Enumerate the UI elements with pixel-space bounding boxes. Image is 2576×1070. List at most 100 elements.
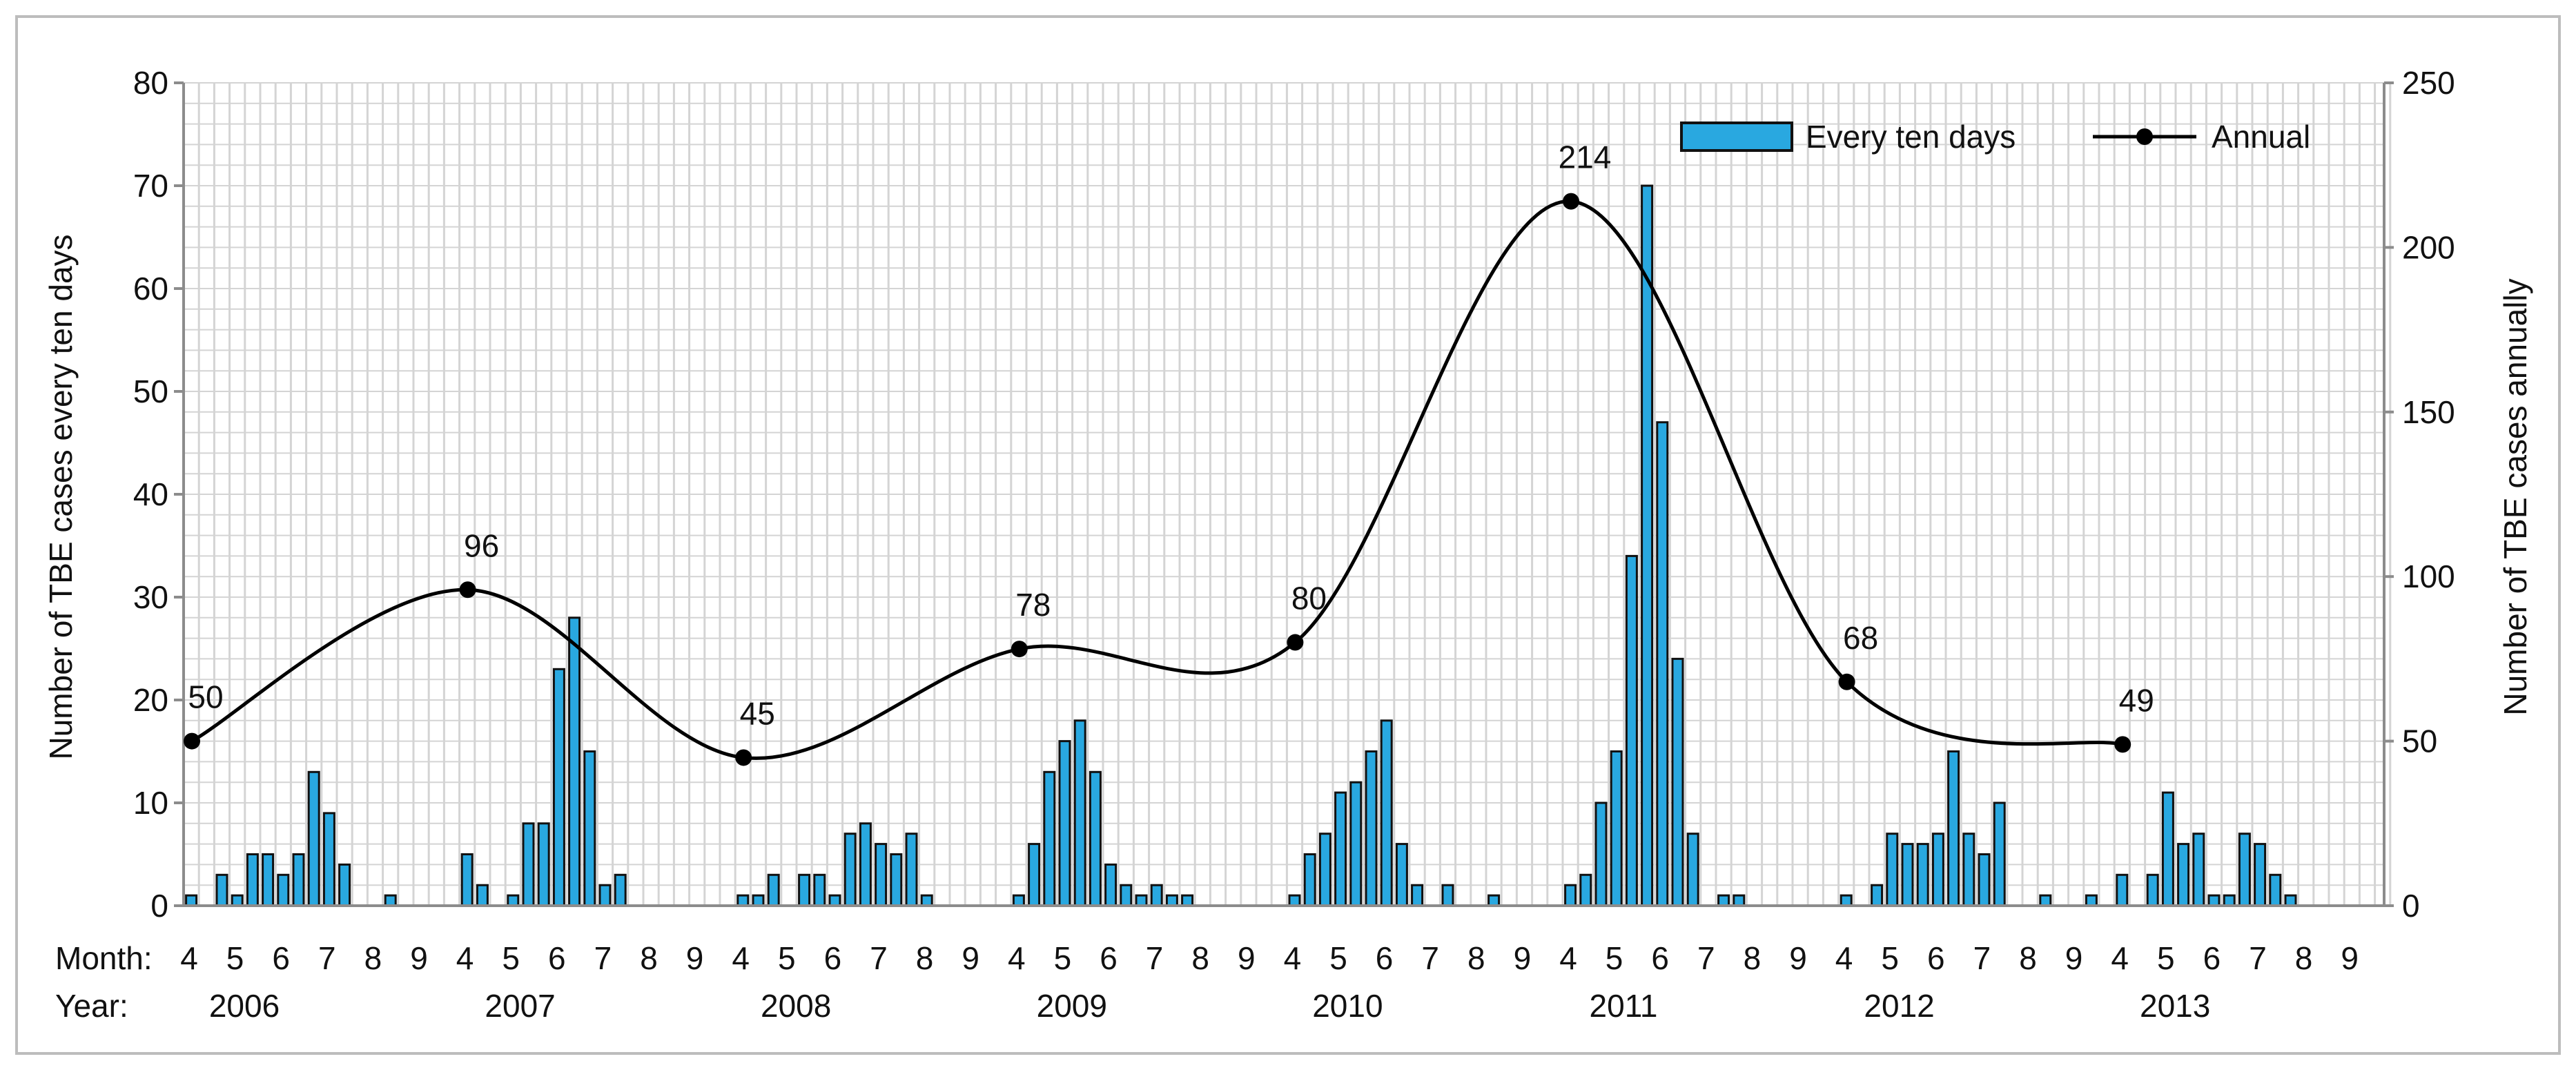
bar xyxy=(1733,894,1746,907)
bar xyxy=(1012,894,1025,907)
bar xyxy=(552,668,565,907)
bar xyxy=(1349,781,1363,907)
legend-bar-swatch xyxy=(1680,121,1793,152)
y-right-tick-label: 200 xyxy=(2402,229,2455,265)
bar xyxy=(752,894,765,907)
year-row-label: Year: xyxy=(55,988,128,1024)
bar xyxy=(1610,750,1623,907)
month-tick-label: 5 xyxy=(1054,940,1072,976)
y-right-axis-title: Number of TBE cases annually xyxy=(2497,278,2533,715)
bar xyxy=(1150,884,1163,907)
bar xyxy=(1411,884,1424,907)
annual-data-label: 96 xyxy=(464,527,499,563)
bar xyxy=(1181,894,1194,907)
bar xyxy=(2238,833,2251,907)
y-left-tick-label: 50 xyxy=(133,373,168,409)
bar xyxy=(1288,894,1301,907)
annual-data-label: 80 xyxy=(1291,581,1327,616)
bar xyxy=(246,853,259,907)
year-tick-label: 2008 xyxy=(761,988,831,1024)
annual-point xyxy=(459,581,476,599)
bar xyxy=(292,853,305,907)
bar xyxy=(828,894,841,907)
bar xyxy=(1947,750,1960,907)
bar xyxy=(1931,833,1944,907)
bar xyxy=(920,894,933,907)
month-tick-label: 9 xyxy=(962,940,979,976)
annual-data-label: 78 xyxy=(1015,587,1051,623)
bar xyxy=(262,853,275,907)
annual-line xyxy=(191,200,2123,760)
bar xyxy=(1579,873,1592,907)
bar xyxy=(1380,719,1393,907)
bar xyxy=(568,616,581,907)
month-tick-label: 6 xyxy=(2203,940,2221,976)
annual-data-label: 49 xyxy=(2119,682,2154,718)
month-tick-label: 8 xyxy=(1191,940,1209,976)
month-tick-label: 6 xyxy=(272,940,290,976)
month-tick-label: 7 xyxy=(2249,940,2267,976)
month-tick-label: 6 xyxy=(548,940,566,976)
bar xyxy=(1318,833,1331,907)
bar xyxy=(583,750,596,907)
year-tick-label: 2006 xyxy=(209,988,280,1024)
legend: Every ten days Annual xyxy=(1680,119,2310,155)
annual-point xyxy=(1838,673,1855,690)
bar xyxy=(1978,853,1991,907)
year-tick-label: 2010 xyxy=(1312,988,1383,1024)
y-left-tick-label: 70 xyxy=(133,168,168,204)
annual-data-label: 68 xyxy=(1843,620,1878,656)
bar xyxy=(507,894,520,907)
bar xyxy=(1043,770,1056,907)
bar xyxy=(522,822,535,907)
month-tick-label: 6 xyxy=(1376,940,1394,976)
month-tick-label: 4 xyxy=(1559,940,1577,976)
month-tick-label: 4 xyxy=(180,940,198,976)
bar xyxy=(2085,894,2098,907)
annual-point xyxy=(1011,641,1028,658)
month-tick-label: 8 xyxy=(916,940,934,976)
y-left-tick-label: 30 xyxy=(133,579,168,615)
month-tick-label: 9 xyxy=(410,940,428,976)
bar xyxy=(476,884,489,907)
month-tick-label: 7 xyxy=(870,940,888,976)
month-tick-label: 7 xyxy=(1146,940,1164,976)
annual-point xyxy=(1287,634,1304,651)
bar xyxy=(1916,843,1929,907)
bar xyxy=(2207,894,2221,907)
bar xyxy=(2269,873,2282,907)
bar xyxy=(1441,884,1454,907)
month-tick-label: 9 xyxy=(1238,940,1256,976)
bar xyxy=(322,812,335,907)
month-tick-label: 8 xyxy=(640,940,658,976)
bar xyxy=(813,873,826,907)
annual-point xyxy=(2114,736,2131,753)
month-tick-label: 7 xyxy=(594,940,612,976)
bar xyxy=(1120,884,1133,907)
month-tick-label: 6 xyxy=(1927,940,1945,976)
bar xyxy=(1564,884,1577,907)
y-left-tick-label: 20 xyxy=(133,682,168,718)
bar xyxy=(1656,421,1669,907)
y-right-tick-label: 0 xyxy=(2402,888,2420,924)
bar xyxy=(2223,894,2236,907)
month-tick-label: 8 xyxy=(2295,940,2313,976)
bar xyxy=(2116,873,2129,907)
bar xyxy=(598,884,612,907)
month-tick-label: 7 xyxy=(1421,940,1439,976)
axes xyxy=(174,81,2394,907)
bar xyxy=(2146,873,2159,907)
year-tick-label: 2012 xyxy=(1864,988,1934,1024)
bar xyxy=(384,894,397,907)
year-tick-label: 2007 xyxy=(485,988,555,1024)
bar xyxy=(1365,750,1378,907)
bar xyxy=(1028,843,1041,907)
bar xyxy=(1993,801,2006,907)
bar xyxy=(1334,791,1347,907)
bar xyxy=(1886,833,1899,907)
bar xyxy=(2254,843,2267,907)
bar xyxy=(215,873,228,907)
bar xyxy=(307,770,320,907)
month-row-label: Month: xyxy=(55,940,153,976)
